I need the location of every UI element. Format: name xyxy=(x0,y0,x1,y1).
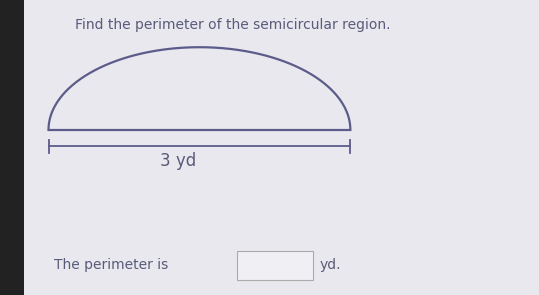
Text: yd.: yd. xyxy=(319,258,341,273)
FancyBboxPatch shape xyxy=(237,251,313,280)
Bar xyxy=(0,0,24,295)
Text: Find the perimeter of the semicircular region.: Find the perimeter of the semicircular r… xyxy=(75,18,391,32)
Text: 3 yd: 3 yd xyxy=(160,152,196,170)
Text: The perimeter is: The perimeter is xyxy=(54,258,168,273)
